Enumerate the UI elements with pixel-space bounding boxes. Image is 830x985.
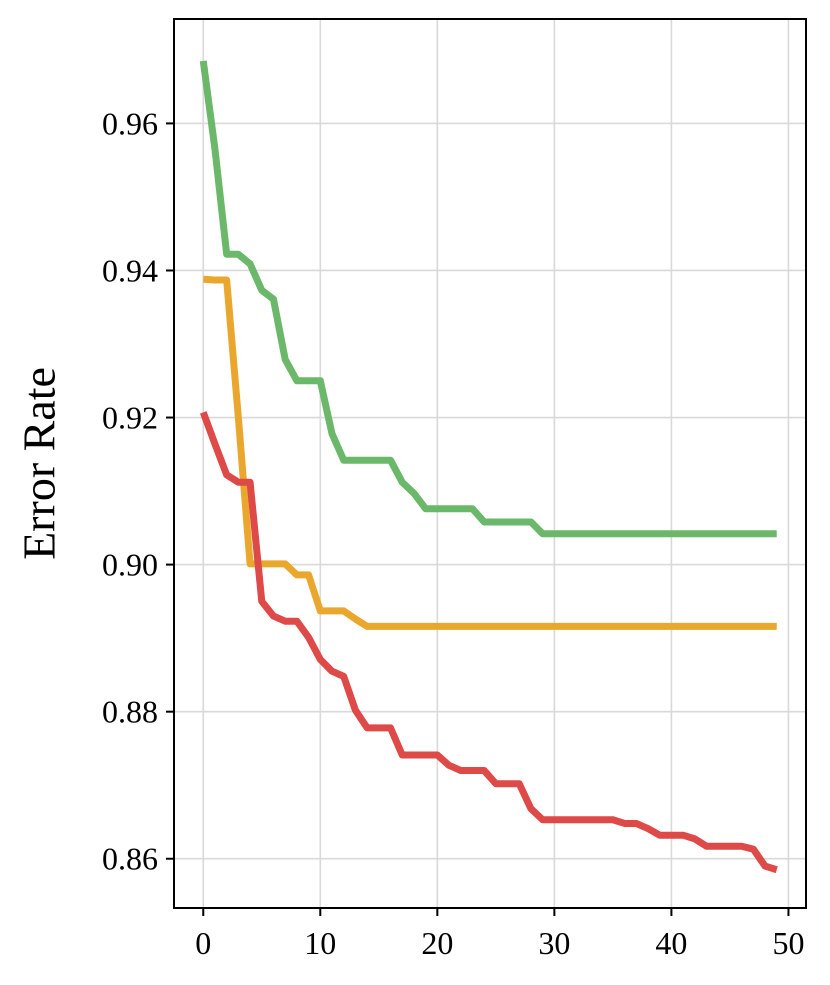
y-tick-label: 0.96 — [102, 105, 158, 141]
x-tick-label: 10 — [304, 925, 336, 961]
y-tick-label: 0.90 — [102, 547, 158, 583]
y-tick-label: 0.92 — [102, 400, 158, 436]
series-lines — [199, 60, 778, 874]
x-tick-label: 20 — [421, 925, 453, 961]
plot-frame — [173, 18, 807, 909]
x-tick-label: 30 — [538, 925, 570, 961]
y-tick-label: 0.88 — [102, 694, 158, 730]
y-tick-label: 0.86 — [102, 841, 158, 877]
series-line-1 — [199, 60, 777, 538]
x-tick-label: 40 — [655, 925, 687, 961]
x-tick-label: 0 — [195, 925, 211, 961]
x-tick-label: 50 — [772, 925, 804, 961]
y-tick-label: 0.94 — [102, 252, 158, 288]
series-line-3 — [199, 411, 778, 874]
grid — [174, 19, 806, 908]
series-line-2 — [203, 275, 777, 630]
axis-ticks: 0 10 20 30 40 50 0.86 0.88 0.90 0.92 0.94 0.96 — [102, 105, 804, 961]
y-axis-title: Error Rate — [14, 367, 65, 560]
